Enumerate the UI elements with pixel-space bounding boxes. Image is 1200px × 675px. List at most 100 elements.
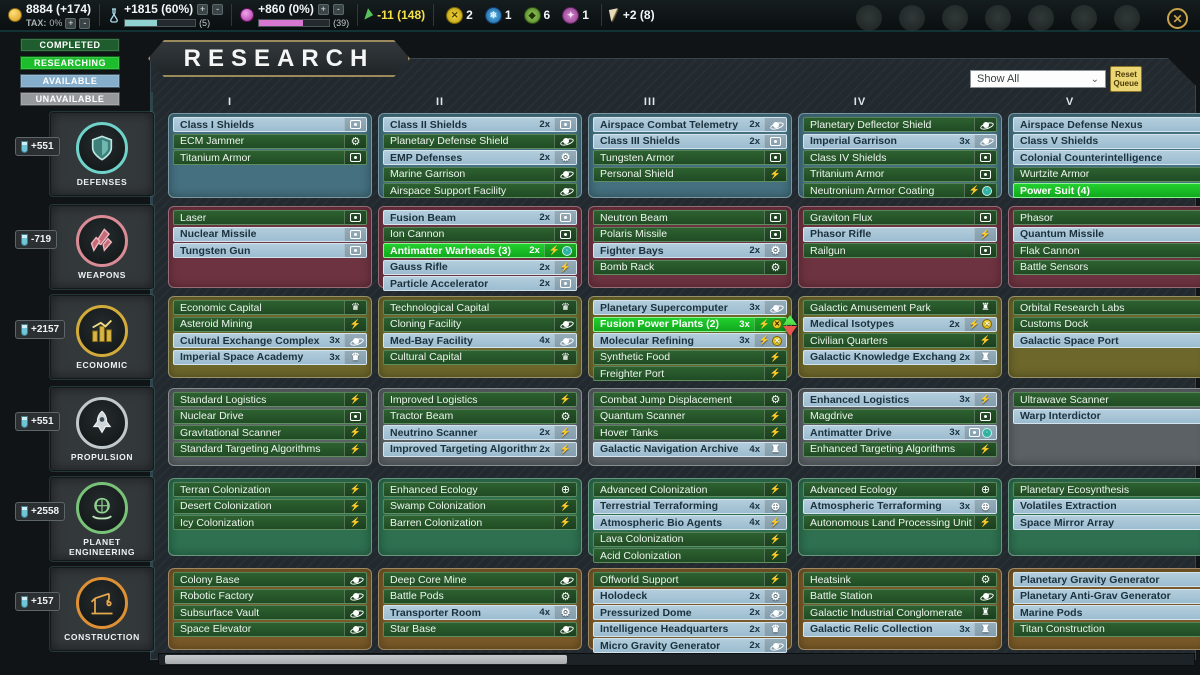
tech-item[interactable]: Asteroid Mining	[173, 316, 367, 332]
tech-item[interactable]: Class II Shields 2x	[383, 117, 577, 132]
tech-item[interactable]: Battle Sensors	[1013, 259, 1200, 275]
queue-down-arrow[interactable]	[783, 325, 797, 336]
tech-item[interactable]: Ion Cannon	[383, 226, 577, 242]
tech-item[interactable]: Improved Targeting Algorithms 2x	[383, 441, 577, 457]
category-shield[interactable]: +551 DEFENSES	[15, 112, 154, 196]
tech-item[interactable]: Tractor Beam	[383, 408, 577, 424]
horizontal-scrollbar[interactable]	[158, 653, 1195, 666]
tech-item[interactable]: Enhanced Ecology	[383, 482, 577, 497]
tech-item[interactable]: Customs Dock	[1013, 316, 1200, 332]
tech-item[interactable]: Lava Colonization	[593, 531, 787, 547]
tech-item[interactable]: Class I Shields	[173, 117, 367, 132]
tax-plus-button[interactable]: +	[65, 17, 77, 29]
tech-item[interactable]: Standard Targeting Algorithms	[173, 441, 367, 457]
research-minus-button[interactable]: -	[212, 3, 224, 15]
tech-item[interactable]: Offworld Support	[593, 572, 787, 587]
tech-item[interactable]: Cloning Facility	[383, 316, 577, 332]
tech-item[interactable]: Terrestrial Terraforming 4x	[593, 498, 787, 514]
legend-completed[interactable]: COMPLETED	[20, 38, 120, 52]
tech-item[interactable]: Colonial Counterintelligence	[1013, 150, 1200, 165]
culture-minus-button[interactable]: -	[332, 3, 344, 15]
tech-item[interactable]: Tungsten Armor	[593, 150, 787, 165]
tech-item[interactable]: Nuclear Drive	[173, 408, 367, 424]
tech-item[interactable]: Enhanced Logistics 3x	[803, 392, 997, 407]
tech-item[interactable]: Orbital Research Labs	[1013, 300, 1200, 315]
tech-item[interactable]: Bomb Rack	[593, 259, 787, 275]
tech-item[interactable]: Medical Isotypes 2x	[803, 316, 997, 332]
tech-item[interactable]: Phasor Rifle	[803, 226, 997, 242]
tech-item[interactable]: Atmospheric Bio Agents 4x	[593, 515, 787, 530]
tech-item[interactable]: Molecular Refining 3x	[593, 333, 787, 348]
tech-item[interactable]: Titanium Armor	[173, 150, 367, 165]
tech-item[interactable]: Battle Station	[803, 588, 997, 604]
tech-item[interactable]: Flak Cannon	[1013, 243, 1200, 258]
tech-item[interactable]: Enhanced Targeting Algorithms	[803, 441, 997, 457]
research-plus-button[interactable]: +	[197, 3, 209, 15]
tech-item[interactable]: Fusion Beam 2x	[383, 210, 577, 225]
culture-plus-button[interactable]: +	[317, 3, 329, 15]
category-planet-hands[interactable]: +2558 PLANET ENGINEERING	[15, 477, 154, 561]
tech-item[interactable]: Phasor	[1013, 210, 1200, 225]
tech-item[interactable]: Space Elevator	[173, 621, 367, 637]
tech-item[interactable]: Volatiles Extraction	[1013, 498, 1200, 514]
tech-item[interactable]: Neutrino Scanner 2x	[383, 425, 577, 440]
show-filter-dropdown[interactable]: Show All ⌄	[970, 70, 1106, 88]
tech-item[interactable]: Acid Colonization	[593, 548, 787, 563]
tech-item[interactable]: Imperial Garrison 3x	[803, 133, 997, 149]
tech-item[interactable]: Space Mirror Array	[1013, 515, 1200, 530]
tech-item[interactable]: Imperial Space Academy 3x	[173, 349, 367, 365]
tech-item[interactable]: Airspace Support Facility	[383, 183, 577, 198]
tech-item[interactable]: Tritanium Armor	[803, 166, 997, 182]
tech-item[interactable]: Micro Gravity Generator 2x	[593, 638, 787, 653]
tech-item[interactable]: Cultural Exchange Complex 3x	[173, 333, 367, 348]
reset-queue-button[interactable]: Reset Queue	[1110, 66, 1142, 92]
tech-item[interactable]: Civilian Quarters	[803, 333, 997, 348]
tech-item[interactable]: Cultural Capital	[383, 349, 577, 365]
tech-item[interactable]: Planetary Deflector Shield	[803, 117, 997, 132]
tech-item[interactable]: Marine Garrison	[383, 166, 577, 182]
tech-item[interactable]: Technological Capital	[383, 300, 577, 315]
tech-item[interactable]: Ultrawave Scanner	[1013, 392, 1200, 407]
legend-unavailable[interactable]: UNAVAILABLE	[20, 92, 120, 106]
tech-item[interactable]: Airspace Combat Telemetry 2x	[593, 117, 787, 132]
tech-item[interactable]: Holodeck 2x	[593, 588, 787, 604]
tech-item[interactable]: Personal Shield	[593, 166, 787, 182]
tech-item[interactable]: Galactic Space Port	[1013, 333, 1200, 348]
tech-item[interactable]: Swamp Colonization	[383, 498, 577, 514]
tech-item[interactable]: Freighter Port	[593, 366, 787, 381]
tech-item[interactable]: Neutronium Armor Coating	[803, 183, 997, 198]
tech-item[interactable]: Intelligence Headquarters 2x	[593, 621, 787, 637]
tech-item[interactable]: Galactic Industrial Conglomerate	[803, 605, 997, 620]
tech-item[interactable]: ECM Jammer	[173, 133, 367, 149]
tech-item[interactable]: Power Suit (4)	[1013, 183, 1200, 198]
tech-item[interactable]: Class IV Shields	[803, 150, 997, 165]
tech-item[interactable]: Polaris Missile	[593, 226, 787, 242]
tech-item[interactable]: Standard Logistics	[173, 392, 367, 407]
tech-item[interactable]: EMP Defenses 2x	[383, 150, 577, 165]
tech-item[interactable]: Hover Tanks	[593, 425, 787, 440]
close-button[interactable]: ✕	[1167, 8, 1188, 29]
tech-item[interactable]: Tungsten Gun	[173, 243, 367, 258]
tech-item[interactable]: Galactic Amusement Park	[803, 300, 997, 315]
tech-item[interactable]: Planetary Anti-Grav Generator	[1013, 588, 1200, 604]
tech-item[interactable]: Gravitational Scanner	[173, 425, 367, 440]
tech-item[interactable]: Magdrive	[803, 408, 997, 424]
tech-item[interactable]: Marine Pods	[1013, 605, 1200, 620]
tech-item[interactable]: Fighter Bays 2x	[593, 243, 787, 258]
tech-item[interactable]: Fusion Power Plants (2) 3x	[593, 314, 797, 336]
tech-item[interactable]: Warp Interdictor	[1013, 408, 1200, 424]
tech-item[interactable]: Antimatter Drive 3x	[803, 425, 997, 440]
tech-item[interactable]: Antimatter Warheads (3) 2x	[383, 243, 577, 258]
tech-item[interactable]: Deep Core Mine	[383, 572, 577, 587]
tech-item[interactable]: Wurtzite Armor	[1013, 166, 1200, 182]
category-economy[interactable]: +2157 ECONOMIC	[15, 295, 154, 379]
category-rocket[interactable]: +551 PROPULSION	[15, 387, 154, 471]
tech-item[interactable]: Terran Colonization	[173, 482, 367, 497]
tech-item[interactable]: Nuclear Missile	[173, 226, 367, 242]
tech-item[interactable]: Advanced Colonization	[593, 482, 787, 497]
queue-up-arrow[interactable]	[783, 314, 797, 325]
tech-item[interactable]: Battle Pods	[383, 588, 577, 604]
tech-item[interactable]: Combat Jump Displacement	[593, 392, 787, 407]
tech-item[interactable]: Transporter Room 4x	[383, 605, 577, 620]
tech-item[interactable]: Synthetic Food	[593, 349, 787, 365]
